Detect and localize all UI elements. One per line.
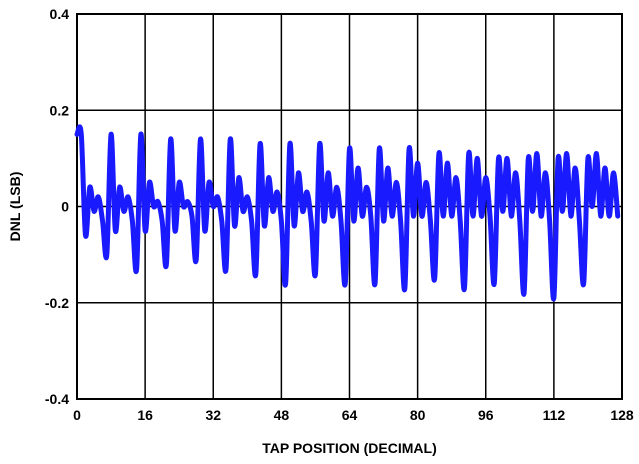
y-tick-label: -0.4 bbox=[45, 391, 69, 407]
series-group bbox=[74, 124, 621, 302]
x-tick-label: 16 bbox=[137, 407, 153, 423]
y-tick-label: 0.4 bbox=[50, 6, 70, 22]
x-tick-label: 0 bbox=[73, 407, 81, 423]
x-tick-label: 128 bbox=[610, 407, 634, 423]
y-tick-label: 0 bbox=[61, 199, 69, 215]
y-axis-title: DNL (LSB) bbox=[7, 172, 23, 242]
x-tick-label: 80 bbox=[410, 407, 426, 423]
x-tick-labels: 0 16 32 48 64 80 96 112 128 bbox=[73, 407, 634, 423]
x-tick-label: 96 bbox=[478, 407, 494, 423]
dnl-series-line bbox=[74, 124, 621, 302]
x-axis-title: TAP POSITION (DECIMAL) bbox=[262, 440, 436, 456]
x-tick-label: 112 bbox=[543, 407, 566, 423]
y-tick-label: 0.2 bbox=[50, 102, 70, 118]
plot-frame bbox=[76, 13, 623, 400]
x-tick-label: 48 bbox=[274, 407, 290, 423]
x-tick-label: 64 bbox=[342, 407, 358, 423]
y-tick-label: -0.2 bbox=[45, 295, 69, 311]
y-tick-labels: 0.4 0.2 0 -0.2 -0.4 bbox=[45, 6, 69, 407]
x-tick-label: 32 bbox=[205, 407, 221, 423]
